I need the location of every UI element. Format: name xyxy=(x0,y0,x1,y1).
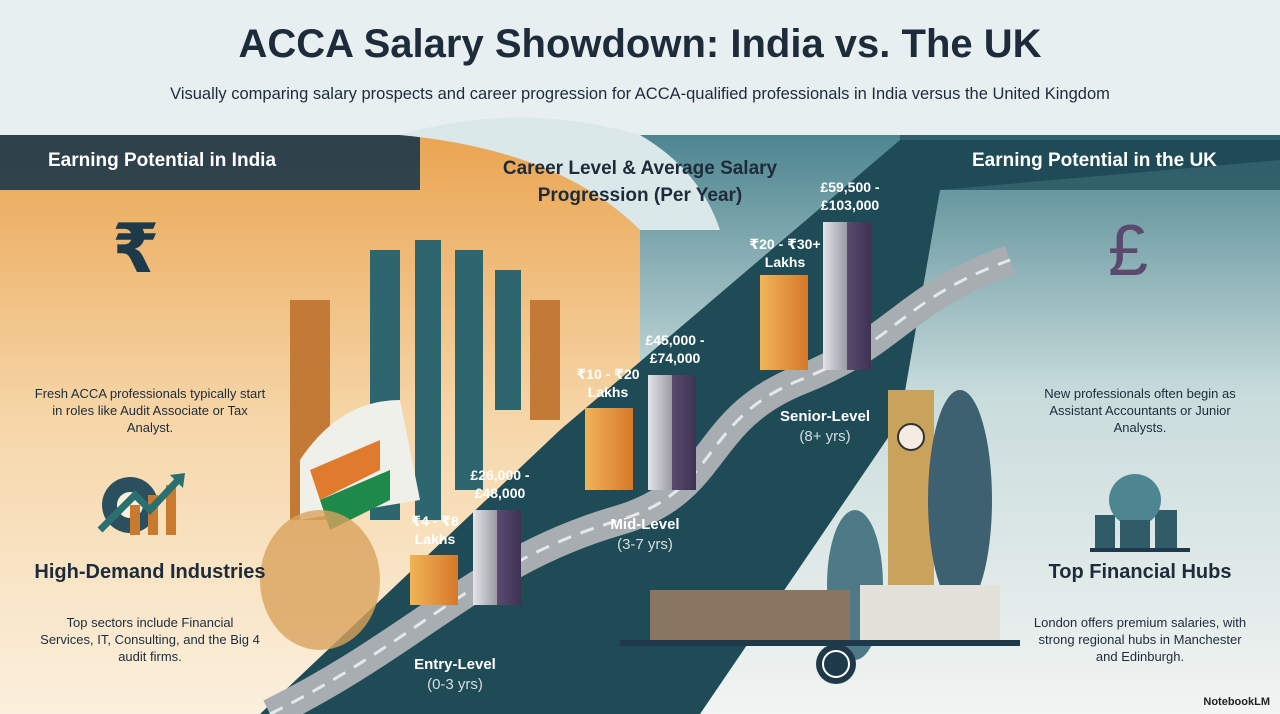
senior-india-salary: ₹20 - ₹30+ Lakhs xyxy=(749,236,821,270)
notebooklm-watermark: NotebookLM xyxy=(1203,696,1270,708)
india-section-text: Top sectors include Financial Services, … xyxy=(40,615,260,664)
mid-uk-salary: £45,000 - £74,000 xyxy=(645,332,705,366)
mid-india-salary: ₹10 - ₹20 Lakhs xyxy=(576,366,640,400)
globe-city-icon xyxy=(1090,474,1190,552)
chart-title: Career Level & Average Salary Progressio… xyxy=(502,158,778,206)
india-intro: Fresh ACCA professionals typically start… xyxy=(34,386,266,435)
pound-icon: £ xyxy=(1108,211,1149,291)
entry-level-label: Entry-Level (0-3 yrs) xyxy=(400,655,510,695)
level-name: Mid-Level xyxy=(610,516,680,533)
rupee-icon: ₹ xyxy=(112,211,160,287)
entry-india-salary: ₹4 - ₹8 Lakhs xyxy=(411,513,459,547)
uk-section-text: London offers premium salaries, with str… xyxy=(1033,615,1247,664)
bar-mid-uk xyxy=(648,375,696,490)
level-name: Senior-Level xyxy=(779,408,871,425)
bar-entry-uk xyxy=(473,510,521,605)
senior-level-label: Senior-Level (8+ yrs) xyxy=(765,407,885,447)
bar-mid-india xyxy=(585,408,633,490)
entry-uk-salary: £26,000 - £48,000 xyxy=(470,467,530,501)
uk-header: Earning Potential in the UK xyxy=(972,150,1217,171)
level-years: (8+ yrs) xyxy=(799,428,851,445)
india-header: Earning Potential in India xyxy=(48,150,277,171)
india-section-title: High-Demand Industries xyxy=(34,561,266,583)
uk-intro: New professionals often begin as Assista… xyxy=(1044,386,1236,435)
level-name: Entry-Level xyxy=(414,656,496,673)
page-title: ACCA Salary Showdown: India vs. The UK xyxy=(238,22,1042,66)
level-years: (0-3 yrs) xyxy=(427,676,483,693)
level-years: (3-7 yrs) xyxy=(617,536,673,553)
senior-uk-salary: £59,500 - £103,000 xyxy=(820,179,880,213)
page-subtitle: Visually comparing salary prospects and … xyxy=(170,85,1110,103)
bar-senior-india xyxy=(760,275,808,370)
mid-level-label: Mid-Level (3-7 yrs) xyxy=(590,515,700,555)
bar-entry-india xyxy=(410,555,458,605)
gear-growth-chart-icon xyxy=(97,473,185,535)
uk-section-title: Top Financial Hubs xyxy=(1048,561,1232,583)
bar-senior-uk xyxy=(823,222,871,370)
